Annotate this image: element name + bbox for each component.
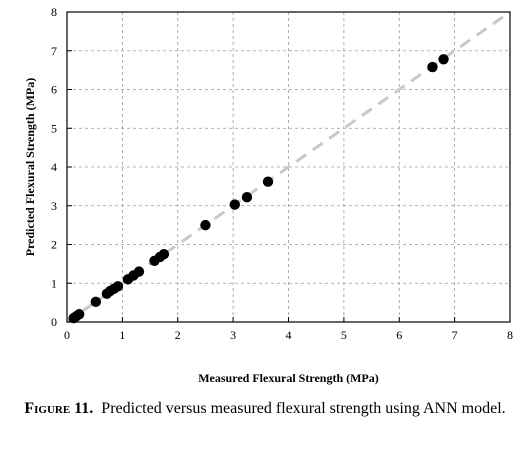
x-tick-label: 5	[341, 328, 347, 342]
data-point	[112, 281, 124, 292]
x-tick-label: 3	[230, 328, 236, 342]
figure-caption-text: Predicted versus measured flexural stren…	[101, 400, 506, 417]
y-tick-label: 5	[51, 121, 57, 135]
grid	[67, 12, 510, 322]
data-points	[68, 54, 449, 324]
y-tick-label: 0	[51, 315, 57, 329]
data-point	[262, 176, 274, 187]
y-tick-label: 3	[51, 199, 57, 213]
data-point	[133, 266, 145, 277]
data-point	[158, 248, 170, 260]
x-tick-label: 2	[175, 328, 181, 342]
data-point	[90, 296, 101, 308]
y-axis-title: Predicted Flexural Strength (MPa)	[23, 78, 37, 257]
y-tick-label: 1	[51, 276, 57, 290]
data-point	[427, 61, 438, 73]
x-tick-label: 0	[64, 328, 70, 342]
scatter-chart: 0 1 2 3 4 5 6 7 8 0 1 2 3 4 5 6 7 8 Measured Flexural Str…	[23, 5, 513, 385]
x-tick-label: 4	[286, 328, 292, 342]
y-tick-label: 7	[51, 44, 57, 58]
x-tick-label: 7	[452, 328, 458, 342]
data-point	[229, 199, 240, 210]
y-tick-label: 6	[51, 83, 57, 97]
y-tick-label: 4	[51, 160, 57, 174]
x-tick-label: 1	[119, 328, 125, 342]
y-tick-label: 2	[51, 238, 57, 252]
data-point	[73, 309, 85, 320]
y-tick-label: 8	[51, 5, 57, 19]
x-axis-title: Measured Flexural Strength (MPa)	[198, 371, 379, 385]
figure-label: Figure 11.	[24, 400, 94, 417]
data-point	[241, 192, 253, 203]
data-point	[200, 219, 211, 231]
axis-ticks: 0 1 2 3 4 5 6 7 8 0 1 2 3 4 5 6 7 8	[51, 5, 513, 342]
x-tick-label: 8	[507, 328, 513, 342]
figure-caption: Figure 11. Predicted versus measured fle…	[0, 398, 530, 419]
data-point	[438, 54, 449, 65]
x-tick-label: 6	[396, 328, 402, 342]
